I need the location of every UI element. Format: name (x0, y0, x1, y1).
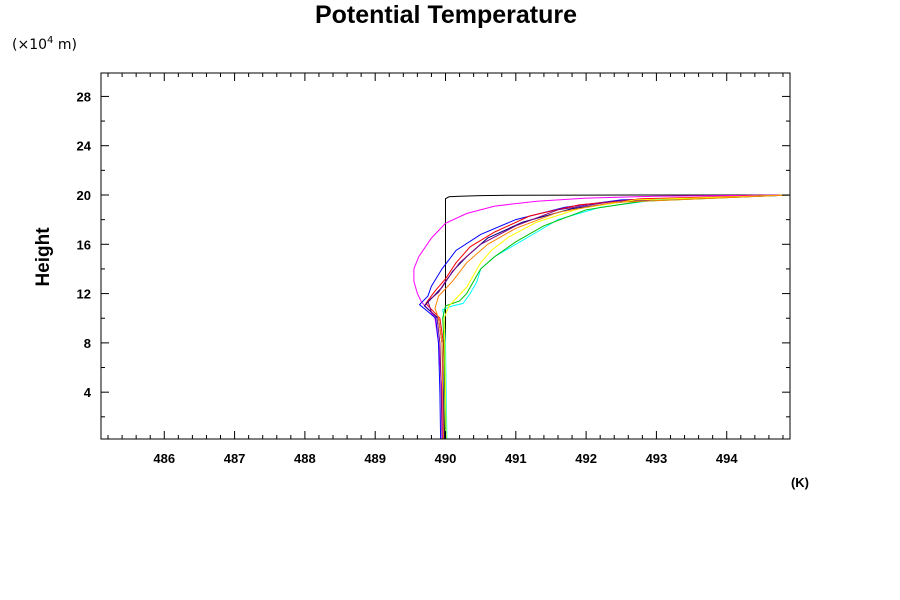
y-tick-label: 16 (77, 237, 91, 252)
y-unit-prefix: (×10 (12, 37, 47, 53)
x-tick-label: 488 (294, 451, 316, 466)
series-line-4 (425, 194, 791, 440)
x-tick-label: 492 (575, 451, 597, 466)
series-line-6 (427, 194, 791, 440)
x-tick-label: 493 (646, 451, 668, 466)
y-unit-suffix: m) (53, 37, 77, 53)
series-line-9 (443, 194, 791, 440)
y-tick-label: 8 (84, 336, 91, 351)
series-line-10 (434, 194, 791, 440)
axis-ticks-group (101, 73, 790, 439)
series-line-5 (423, 194, 791, 440)
y-tick-label: 4 (84, 385, 92, 400)
x-tick-label: 494 (716, 451, 738, 466)
y-axis-label: Height (33, 227, 54, 287)
x-tick-label: 491 (505, 451, 527, 466)
series-line-8 (442, 194, 791, 440)
x-tick-label: 487 (224, 451, 246, 466)
x-tick-label: 489 (364, 451, 386, 466)
y-unit-label: (×104 m) (12, 35, 77, 53)
y-unit-exponent: 4 (47, 35, 53, 46)
plot-frame (100, 72, 791, 440)
series-line-3 (418, 194, 791, 440)
y-tick-label: 24 (77, 139, 92, 154)
data-series-group (413, 194, 791, 440)
y-tick-label: 28 (77, 89, 91, 104)
chart-title: Potential Temperature (315, 1, 577, 29)
y-tick-label: 12 (77, 287, 91, 302)
x-tick-label: 486 (153, 451, 175, 466)
x-tick-label: 490 (435, 451, 457, 466)
y-tick-label: 20 (77, 188, 91, 203)
x-unit-label: (K) (791, 475, 809, 490)
tick-labels-group: 486 487 488 489 490 491 492 493 494 4 8 12 16 20 24 28 (77, 89, 739, 466)
series-line-2 (413, 194, 791, 440)
